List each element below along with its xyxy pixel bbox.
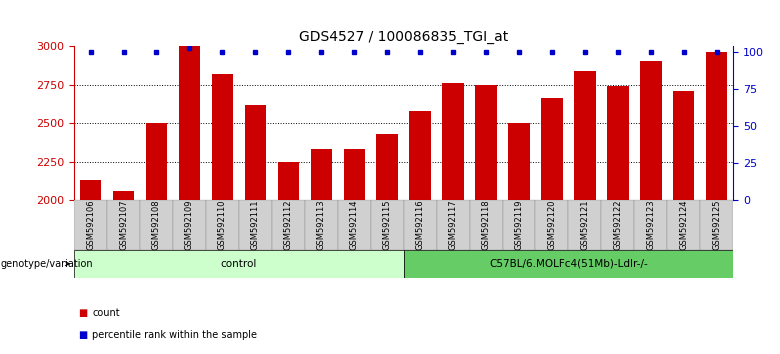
Bar bbox=[541, 98, 562, 200]
Bar bbox=[245, 104, 266, 200]
Bar bbox=[113, 191, 134, 200]
Text: percentile rank within the sample: percentile rank within the sample bbox=[92, 330, 257, 339]
Text: GSM592109: GSM592109 bbox=[185, 200, 194, 250]
Bar bbox=[673, 91, 694, 200]
Bar bbox=[305, 200, 338, 250]
Bar bbox=[271, 200, 305, 250]
Text: GSM592110: GSM592110 bbox=[218, 200, 227, 250]
Bar bbox=[607, 86, 629, 200]
Bar bbox=[278, 161, 299, 200]
Text: control: control bbox=[221, 259, 257, 269]
Text: GSM592108: GSM592108 bbox=[152, 199, 161, 250]
Text: GSM592123: GSM592123 bbox=[647, 199, 655, 250]
Text: ■: ■ bbox=[78, 330, 87, 339]
Bar bbox=[146, 123, 167, 200]
Bar bbox=[502, 200, 535, 250]
Text: GSM592114: GSM592114 bbox=[349, 200, 359, 250]
Bar bbox=[437, 200, 470, 250]
Text: C57BL/6.MOLFc4(51Mb)-Ldlr-/-: C57BL/6.MOLFc4(51Mb)-Ldlr-/- bbox=[489, 259, 648, 269]
Text: GSM592111: GSM592111 bbox=[251, 200, 260, 250]
Bar bbox=[404, 200, 437, 250]
Bar bbox=[239, 200, 271, 250]
Bar bbox=[634, 200, 667, 250]
Bar bbox=[601, 200, 634, 250]
Bar bbox=[179, 46, 200, 200]
Bar bbox=[535, 200, 569, 250]
Text: GSM592121: GSM592121 bbox=[580, 200, 590, 250]
Text: GSM592122: GSM592122 bbox=[613, 200, 622, 250]
Bar bbox=[74, 200, 107, 250]
Bar bbox=[640, 62, 661, 200]
Text: genotype/variation: genotype/variation bbox=[1, 259, 94, 269]
Bar bbox=[107, 200, 140, 250]
Text: GSM592106: GSM592106 bbox=[86, 199, 95, 250]
Bar bbox=[370, 200, 404, 250]
Bar bbox=[442, 83, 464, 200]
Text: GSM592118: GSM592118 bbox=[481, 199, 491, 250]
Bar bbox=[509, 123, 530, 200]
Text: GSM592125: GSM592125 bbox=[712, 200, 722, 250]
Bar bbox=[211, 74, 233, 200]
Bar bbox=[310, 149, 332, 200]
Text: GSM592119: GSM592119 bbox=[515, 200, 523, 250]
Bar bbox=[404, 250, 733, 278]
Bar bbox=[173, 200, 206, 250]
Bar bbox=[475, 85, 497, 200]
Bar bbox=[74, 250, 404, 278]
Text: ■: ■ bbox=[78, 308, 87, 318]
Text: GSM592120: GSM592120 bbox=[548, 200, 556, 250]
Text: GSM592112: GSM592112 bbox=[284, 200, 292, 250]
Bar bbox=[377, 134, 398, 200]
Text: GSM592124: GSM592124 bbox=[679, 200, 688, 250]
Text: GSM592116: GSM592116 bbox=[416, 199, 424, 250]
Title: GDS4527 / 100086835_TGI_at: GDS4527 / 100086835_TGI_at bbox=[299, 30, 509, 44]
Bar bbox=[574, 71, 596, 200]
Bar bbox=[140, 200, 173, 250]
Text: GSM592113: GSM592113 bbox=[317, 199, 326, 250]
Text: GSM592107: GSM592107 bbox=[119, 199, 128, 250]
Text: GSM592117: GSM592117 bbox=[448, 199, 458, 250]
Bar bbox=[343, 149, 365, 200]
Bar bbox=[206, 200, 239, 250]
Bar bbox=[569, 200, 601, 250]
Bar bbox=[700, 200, 733, 250]
Bar bbox=[80, 180, 101, 200]
Text: GSM592115: GSM592115 bbox=[383, 200, 392, 250]
Bar bbox=[706, 52, 728, 200]
Bar bbox=[410, 111, 431, 200]
Bar bbox=[470, 200, 502, 250]
Text: count: count bbox=[92, 308, 119, 318]
Bar bbox=[338, 200, 370, 250]
Bar bbox=[667, 200, 700, 250]
